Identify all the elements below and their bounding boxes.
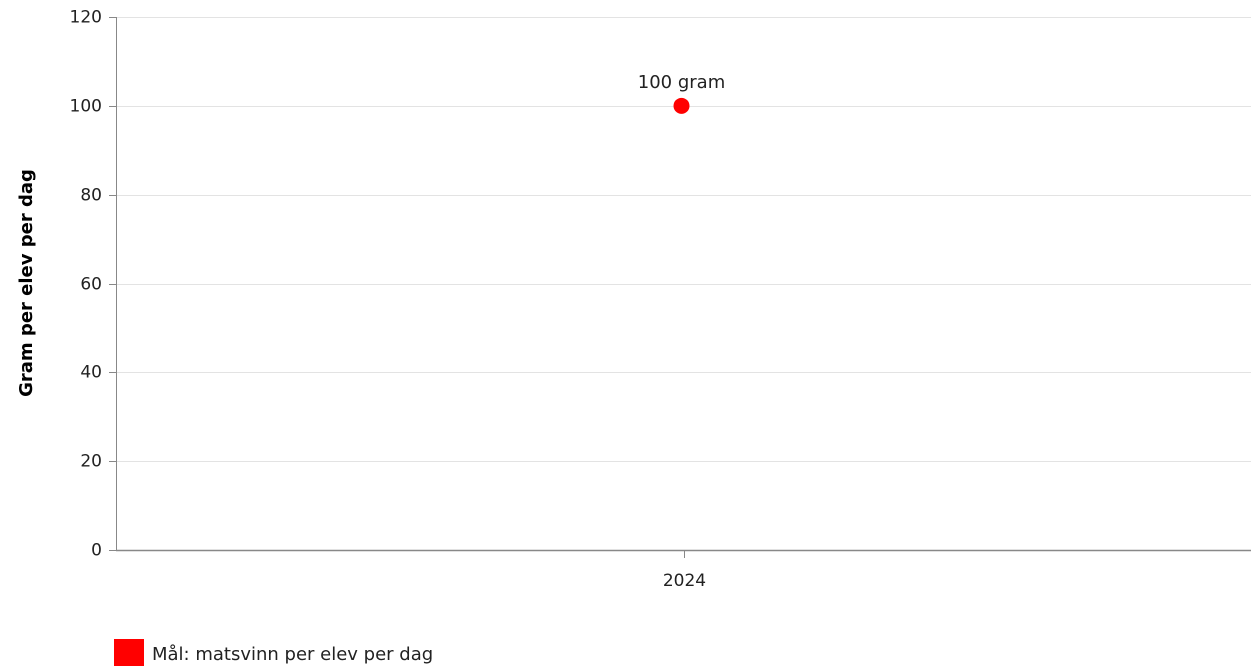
x-tick-labels: 2024 xyxy=(663,550,706,591)
y-tick-label: 20 xyxy=(80,452,102,472)
y-tick-label: 60 xyxy=(80,275,102,295)
data-point[interactable] xyxy=(673,97,690,114)
y-tick-label: 40 xyxy=(80,363,102,383)
x-tick-label: 2024 xyxy=(663,571,706,591)
y-tick-labels: 0 20 40 60 80 100 120 xyxy=(70,8,116,561)
legend-label: Mål: matsvinn per elev per dag xyxy=(152,644,433,665)
data-label: 100 gram xyxy=(638,72,725,93)
legend[interactable]: Mål: matsvinn per elev per dag xyxy=(114,639,433,666)
y-tick-label: 120 xyxy=(70,8,102,28)
y-tick-label: 100 xyxy=(70,97,102,117)
y-axis-title: Gram per elev per dag xyxy=(16,169,37,397)
data-points: 100 gram xyxy=(638,72,725,114)
axes xyxy=(116,17,1251,552)
legend-swatch xyxy=(114,639,144,666)
y-tick-label: 80 xyxy=(80,186,102,206)
y-tick-label: 0 xyxy=(91,541,102,561)
